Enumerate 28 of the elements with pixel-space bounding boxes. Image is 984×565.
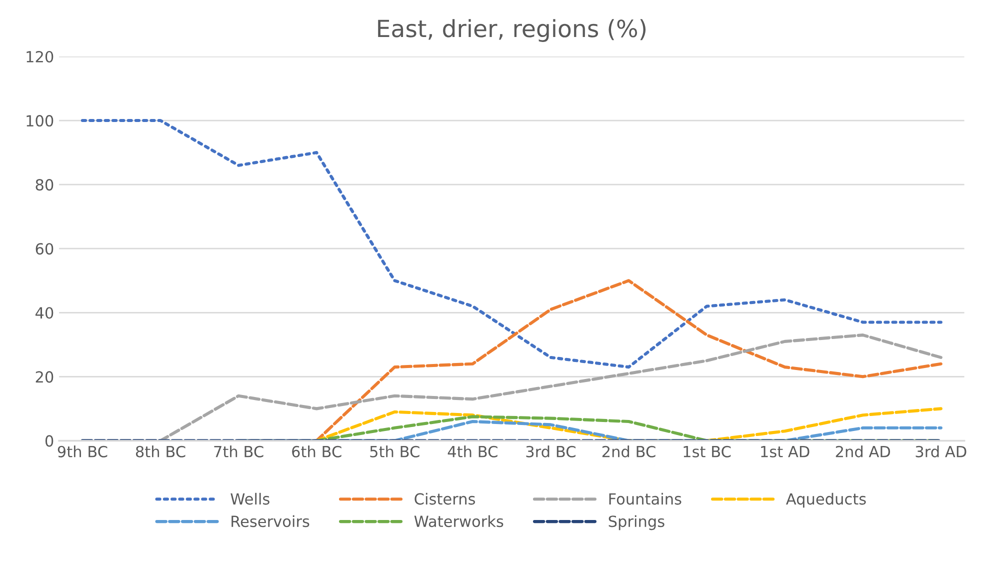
y-tick-label: 120 xyxy=(26,50,54,63)
legend-label: Cisterns xyxy=(414,492,476,505)
y-tick-label: 80 xyxy=(36,179,54,191)
legend-label: Springs xyxy=(608,515,664,530)
x-tick-label: 2nd AD xyxy=(836,446,890,458)
y-tick-label: 40 xyxy=(35,307,54,319)
x-tick-label: 1st AD xyxy=(761,446,810,458)
legend-label: Fountains xyxy=(609,492,682,505)
x-tick-label: 9th BC xyxy=(58,446,108,458)
x-tick-label: 5th BC xyxy=(370,446,420,458)
x-tick-label: 1st BC xyxy=(684,446,731,458)
y-tick-label: 60 xyxy=(36,243,54,255)
legend-label: Reservoirs xyxy=(232,515,310,528)
legend-label: Waterworks xyxy=(414,515,504,528)
chart-title: East, drier, regions (%) xyxy=(378,19,646,42)
x-tick-label: 4th BC xyxy=(448,446,498,458)
x-tick-label: 8th BC xyxy=(136,446,186,458)
line-series xyxy=(80,119,942,369)
x-tick-label: 6th BC xyxy=(292,446,342,458)
y-tick-label: 20 xyxy=(36,371,54,383)
x-tick-label: 7th BC xyxy=(214,446,264,458)
y-tick-label: 100 xyxy=(26,115,54,127)
y-tick-label: 0 xyxy=(45,435,54,447)
x-tick-label: 3rd BC xyxy=(526,446,576,458)
x-tick-label: 2nd BC xyxy=(602,446,656,458)
x-tick-label: 3rd AD xyxy=(916,446,966,458)
legend-label: Aqueducts xyxy=(786,492,866,508)
legend-label: Wells xyxy=(230,492,270,505)
